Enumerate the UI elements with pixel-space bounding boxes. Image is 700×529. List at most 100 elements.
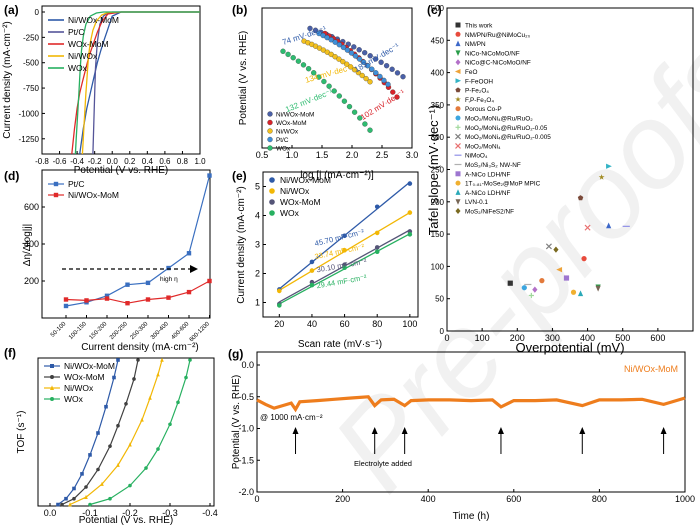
point-Ni/WOx	[342, 248, 347, 253]
point-Pt/C	[356, 56, 363, 62]
x-axis-label: log [j (mA·cm⁻²)]	[300, 170, 374, 181]
point-Pt/C	[377, 73, 383, 80]
point-WOx	[128, 483, 132, 488]
legend-swatch	[455, 133, 461, 140]
x-axis-label: Potential (V vs. RHE)	[79, 515, 173, 526]
y-tick-label: 200	[431, 198, 445, 207]
point-WOx	[351, 109, 358, 115]
x-tick-label: 0.5	[256, 150, 269, 160]
legend: Ni/WOx-MoM	[624, 364, 678, 374]
legend-swatch	[269, 210, 275, 216]
legend-swatch	[455, 31, 461, 37]
y-axis-label: Potential (V vs. RHE)	[238, 31, 249, 125]
legend-label: WOx	[64, 394, 84, 404]
point-Ni/WOx-MoM	[56, 502, 60, 507]
event-arrow-head	[497, 427, 504, 434]
legend-label: WOx-MoM	[64, 372, 105, 382]
point-Ni/WOx-MoM	[351, 44, 357, 50]
legend-swatch	[455, 171, 461, 177]
y-ticks: 0.0 -0.5 -1.0 -1.5 -2.0	[238, 360, 260, 497]
stability-curve	[256, 395, 686, 413]
legend-label: Ni/WOx-MoM	[624, 364, 678, 374]
point-Pt/C	[340, 44, 347, 51]
data-points	[277, 181, 413, 308]
plot-frame	[41, 5, 201, 155]
x-tick-label: 400-600	[171, 321, 191, 341]
point-Ni/WOx	[328, 51, 334, 58]
point-Pt/C	[328, 37, 334, 43]
point-Pt/C	[324, 34, 330, 41]
point-Pt/C	[381, 77, 387, 84]
x-tick-label: 600-1200	[189, 321, 212, 344]
x-tick-label: -0.4	[70, 157, 84, 166]
panel-label: (d)	[4, 169, 19, 183]
y-tick-label: -2.0	[238, 487, 254, 497]
panel-g: (g) 0 200 400 600 800 1000 0.0 -0.5 -1.0 -1.5 -2.…	[228, 347, 695, 522]
legend-label: NM/PN/Ru@NiMoCu₂₀	[465, 32, 531, 39]
point-Pt/C	[336, 42, 342, 48]
event-arrow-head	[292, 427, 299, 434]
y-axis-label: Tafel slope (mV·dec⁻¹)	[426, 105, 441, 235]
x-tick-label: 2.0	[346, 150, 359, 160]
legend-label: MoO₂/MoNi₄@Ru/RuO₂-0.005	[465, 134, 551, 141]
point-WOx	[321, 78, 327, 85]
y-tick-label: 600	[24, 202, 39, 212]
legend-label: LVN-0.1	[465, 199, 488, 206]
point-WOx	[346, 103, 353, 110]
point-MoO₂/MoNi₄@Ru/RuO₂	[521, 285, 527, 291]
legend-label: Ni/WOx	[64, 383, 94, 393]
legend-swatch	[269, 199, 275, 205]
point-WOx-MoM	[72, 496, 76, 501]
point-Ni/WOx-MoM	[374, 204, 380, 210]
y-tick-label: 3	[255, 240, 260, 250]
point-WOx	[280, 48, 286, 54]
point-WOx	[168, 422, 172, 427]
point-Pt/C	[385, 81, 391, 88]
point-WOx	[311, 70, 317, 76]
event-arrow-head	[660, 427, 667, 434]
point-Ni/WOx	[332, 54, 338, 60]
y-tick-label: 200	[24, 276, 39, 286]
legend-label: WOx-MoM	[280, 197, 321, 207]
point-WOx	[357, 115, 363, 121]
x-tick-label: 100	[475, 333, 490, 343]
point-Ni/WOx	[344, 61, 350, 67]
x-tick-label: 100-150	[68, 321, 88, 341]
legend-marker	[53, 181, 59, 187]
point-Ni/WOx-MoM	[342, 233, 347, 239]
point-WOx-MoM	[394, 94, 400, 100]
point-Pt/C	[352, 53, 359, 59]
legend-label: Ni/WOx-MoM	[64, 361, 115, 371]
point-NM/PN/Ru@NiMoCu₂₀	[581, 256, 587, 262]
legend-marker	[53, 192, 59, 198]
y-ticks: 1 2 3 4 5	[255, 182, 266, 308]
legend-swatch	[455, 199, 461, 205]
y-tick-label: 0	[35, 8, 40, 17]
point-Ni/WOx	[347, 64, 354, 70]
curve-Ni/WOx-MoM	[79, 11, 200, 155]
legend-label: FeO	[465, 69, 477, 76]
legend: Pt/CNi/WOx-MoM	[48, 179, 119, 200]
point-1T₀.₈₁-MoSe₂@MoP MPIC	[570, 289, 577, 295]
point-Ni/WOx-MoM	[96, 431, 100, 435]
legend-swatch	[455, 40, 461, 47]
curve-Pt/C	[92, 11, 200, 155]
x-tick-label: 0	[254, 494, 259, 504]
point-A-NiCo LDH/NF	[563, 275, 570, 281]
point-NM/PN	[606, 222, 612, 229]
plot-frame	[256, 351, 686, 493]
point-WOx	[144, 466, 148, 470]
legend-marker	[50, 397, 54, 401]
legend-label: Ni/WOx-MoM	[276, 112, 314, 119]
data-points	[280, 25, 406, 133]
arrow-head	[190, 265, 198, 273]
x-axis-label: Scan rate (mV·s⁻¹)	[298, 339, 382, 350]
x-ticks: -0.8 -0.6 -0.4 -0.2 0.0 0.2 0.4 0.6 0.8 1.0	[35, 151, 206, 166]
x-axis-label: Current density (mA·cm⁻²)	[81, 342, 199, 353]
y-tick-label: 350	[431, 101, 445, 110]
point-Ni/WOx-MoM	[378, 59, 384, 65]
point-Ni/WOx	[128, 442, 132, 447]
y-axis-label: Potential (V vs. RHE)	[231, 375, 242, 469]
point-Ni/WOx	[277, 288, 282, 294]
